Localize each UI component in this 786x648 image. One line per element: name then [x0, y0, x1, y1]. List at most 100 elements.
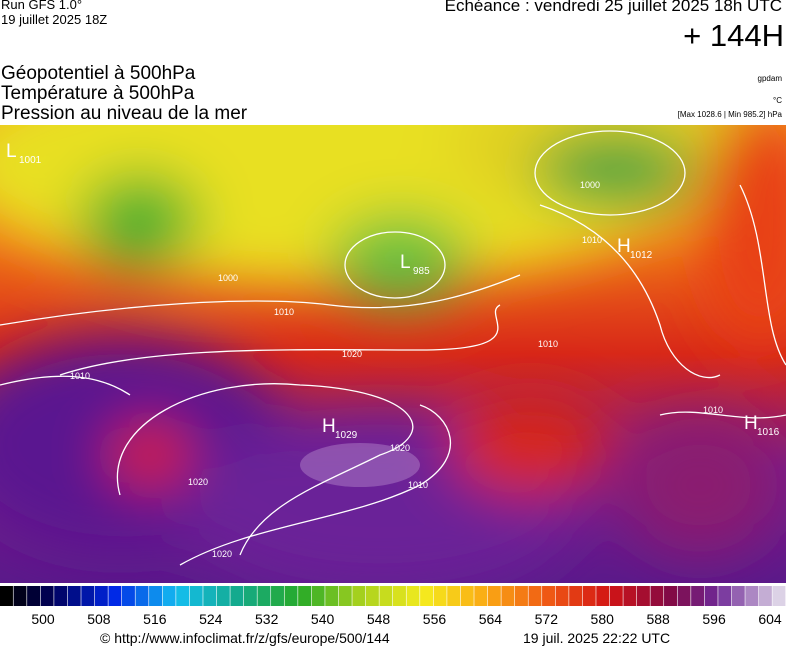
color-swatch: [81, 586, 95, 606]
color-swatch: [338, 586, 352, 606]
color-swatch: [609, 586, 623, 606]
color-swatch: [379, 586, 393, 606]
isobar-label: 1010: [408, 480, 428, 490]
colorbar-label: 500: [31, 611, 55, 627]
color-swatch: [460, 586, 474, 606]
color-swatch: [758, 586, 772, 606]
center-value: 1012: [630, 250, 653, 261]
color-swatch: [298, 586, 312, 606]
color-swatch: [555, 586, 569, 606]
color-swatch: [135, 586, 149, 606]
color-swatch: [528, 586, 542, 606]
isobar-label: 1010: [274, 307, 294, 317]
field: Géopotentiel à 500hPa: [1, 63, 196, 84]
color-swatch: [691, 586, 705, 606]
color-swatch: [27, 586, 41, 606]
color-swatch: [54, 586, 68, 606]
colorbar-label: 596: [702, 611, 726, 627]
center-letter: H: [322, 416, 336, 437]
run: Run GFS 1.0°: [1, 0, 83, 12]
color-swatch: [474, 586, 488, 606]
isobar-label: 1020: [342, 349, 362, 359]
colorbar-label: 540: [311, 611, 335, 627]
color-swatch: [487, 586, 501, 606]
color-swatch: [176, 586, 190, 606]
color-swatch: [420, 586, 434, 606]
color-swatch: [284, 586, 298, 606]
unit: gpdam: [757, 74, 782, 83]
colorbar-label: 572: [535, 611, 559, 627]
colorbar-label: 580: [591, 611, 615, 627]
color-swatch: [67, 586, 81, 606]
isobar-label: 1010: [703, 405, 723, 415]
color-swatch: [677, 586, 691, 606]
color-swatch: [393, 586, 406, 606]
unit: °C: [773, 96, 782, 105]
color-swatch: [582, 586, 596, 606]
color-swatch: [121, 586, 135, 606]
color-swatch: [149, 586, 163, 606]
isobar-label: 1000: [580, 180, 600, 190]
color-swatch: [636, 586, 650, 606]
color-swatch: [718, 586, 732, 606]
color-swatch: [406, 586, 420, 606]
colorbar-label: 516: [143, 611, 167, 627]
center-value: 1016: [757, 427, 780, 438]
color-swatch: [447, 586, 461, 606]
isobar-label: 1020: [390, 443, 410, 453]
center-letter: H: [744, 413, 758, 434]
center-value: 1001: [19, 155, 42, 166]
color-swatch: [230, 586, 244, 606]
center-value: 1029: [335, 430, 358, 441]
isobar-label: 1020: [212, 549, 232, 559]
center-value: 985: [413, 266, 430, 277]
colorbar-label: 556: [423, 611, 447, 627]
color-swatch: [271, 586, 284, 606]
color-swatch: [596, 586, 610, 606]
color-swatch: [13, 586, 27, 606]
colorbar-label: 508: [87, 611, 111, 627]
color-swatch: [772, 586, 786, 606]
color-swatch: [433, 586, 447, 606]
color-swatch: [325, 586, 339, 606]
color-swatch: [0, 586, 13, 606]
colorbar-label: 524: [199, 611, 223, 627]
center-letter: H: [617, 236, 631, 257]
center-letter: L: [400, 252, 411, 273]
color-swatch: [731, 586, 745, 606]
color-swatch: [203, 586, 217, 606]
color-swatch: [623, 586, 637, 606]
color-swatch: [40, 586, 54, 606]
isobar-label: 1020: [188, 477, 208, 487]
colorbar-label: 564: [479, 611, 503, 627]
isobar-label: 1010: [538, 339, 558, 349]
color-swatch: [514, 586, 528, 606]
color-swatch: [162, 586, 176, 606]
color-swatch: [352, 586, 366, 606]
color-swatch: [569, 586, 583, 606]
isobar-label: 1010: [582, 235, 602, 245]
color-swatch: [650, 586, 664, 606]
echeance: Echéance : vendredi 25 juillet 2025 18h …: [444, 0, 782, 15]
center-letter: L: [6, 141, 17, 162]
colorbar-label: 604: [758, 611, 782, 627]
color-swatch: [365, 586, 379, 606]
field: Pression au niveau de la mer: [1, 103, 248, 124]
color-swatch: [501, 586, 515, 606]
color-swatch: [542, 586, 556, 606]
colorbar-label: 588: [646, 611, 670, 627]
color-swatch: [189, 586, 203, 606]
color-swatch: [664, 586, 677, 606]
footer-url: © http://www.infoclimat.fr/z/gfs/europe/…: [100, 630, 390, 646]
field: Température à 500hPa: [1, 83, 195, 104]
color-swatch: [94, 586, 108, 606]
colorbar: 500 508 516 524 532 540 548 556 564 572 580 588 596 6…: [0, 586, 786, 627]
color-swatch: [216, 586, 230, 606]
color-swatch: [745, 586, 759, 606]
color-swatch: [704, 586, 718, 606]
color-swatch: [257, 586, 271, 606]
color-swatch: [243, 586, 257, 606]
footer-date: 19 juil. 2025 22:22 UTC: [523, 630, 671, 646]
colorbar-label: 532: [255, 611, 279, 627]
